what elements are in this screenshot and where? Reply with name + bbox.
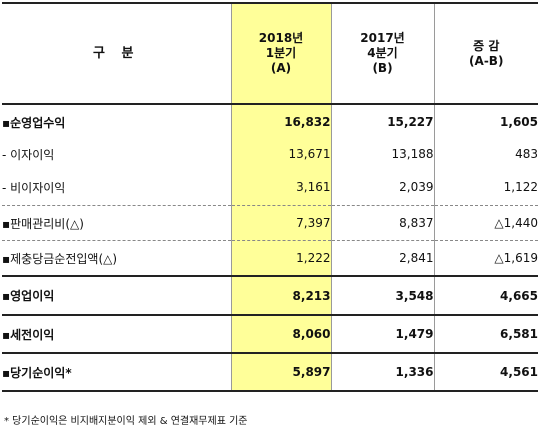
- table-row: ▪판매관리비(△) 7,397 8,837 △1,440: [2, 205, 538, 241]
- cell-2017q4: 8,837: [330, 205, 434, 241]
- cell-2018q1: 5,897: [230, 352, 331, 392]
- cell-2017q4: 3,548: [330, 275, 434, 315]
- table-row: ▪세전이익 8,060 1,479 6,581: [2, 314, 538, 353]
- table-row: ▪당기순이익* 5,897 1,336 4,561: [2, 352, 538, 392]
- row-label: ▪판매관리비(△): [2, 205, 231, 241]
- header-change-title: 증 감: [473, 38, 500, 53]
- cell-change: 4,561: [433, 352, 538, 392]
- cell-2018q1: 1,222: [230, 240, 331, 276]
- cell-2018q1: 7,397: [230, 205, 331, 241]
- header-category-label: 구 분: [93, 46, 140, 61]
- cell-2018q1: 3,161: [230, 169, 331, 206]
- table-row: ▪영업이익 8,213 3,548 4,665: [2, 275, 538, 315]
- row-label: ▪제충당금순전입액(△): [2, 240, 231, 276]
- cell-2018q1: 8,060: [230, 314, 331, 353]
- footnote: * 당기순이익은 비지배지분이익 제외 & 연결재무제표 기준: [4, 416, 248, 427]
- financial-table: 구 분 2018년 1분기 (A) 2017년 4분기 (B) 증 감 (A-B…: [2, 2, 538, 392]
- cell-2017q4: 13,188: [330, 139, 434, 169]
- cell-change: 6,581: [433, 314, 538, 353]
- header-2017q4-quarter: 4분기: [367, 46, 398, 60]
- header-change: 증 감 (A-B): [433, 2, 538, 105]
- cell-2017q4: 15,227: [330, 104, 434, 139]
- cell-change: △1,619: [433, 240, 538, 276]
- cell-change: 4,665: [433, 275, 538, 315]
- header-2017q4: 2017년 4분기 (B): [330, 2, 434, 105]
- row-label: ▪영업이익: [2, 275, 231, 315]
- cell-change: 483: [433, 139, 538, 169]
- cell-2018q1: 13,671: [230, 139, 331, 169]
- header-2017q4-code: (B): [372, 61, 393, 75]
- cell-2017q4: 2,841: [330, 240, 434, 276]
- row-label: ▪순영업수익: [2, 115, 66, 130]
- row-label: ▪당기순이익*: [2, 352, 231, 392]
- header-2017q4-year: 2017년: [360, 31, 405, 45]
- cell-2018q1: 8,213: [230, 275, 331, 315]
- header-2018q1-quarter: 1분기: [265, 46, 297, 60]
- table-row: ▪순영업수익 16,832 15,227 1,605: [2, 104, 538, 139]
- cell-2018q1: 16,832: [230, 104, 331, 139]
- table-row: - 이자이익 13,671 13,188 483: [2, 139, 538, 169]
- header-2018q1-code: (A): [270, 61, 292, 75]
- cell-change: 1,122: [433, 169, 538, 206]
- header-category: 구 분: [2, 2, 231, 105]
- cell-change: △1,440: [433, 205, 538, 241]
- row-label: ▪세전이익: [2, 314, 231, 353]
- cell-change: 1,605: [433, 104, 538, 139]
- table-row: ▪제충당금순전입액(△) 1,222 2,841 △1,619: [2, 240, 538, 276]
- row-label: - 비이자이익: [2, 180, 66, 195]
- header-2018q1-year: 2018년: [258, 31, 304, 45]
- header-2018q1: 2018년 1분기 (A): [230, 2, 331, 105]
- cell-2017q4: 2,039: [330, 169, 434, 206]
- cell-2017q4: 1,479: [330, 314, 434, 353]
- table-header-row: 구 분 2018년 1분기 (A) 2017년 4분기 (B) 증 감 (A-B…: [2, 2, 538, 105]
- header-change-code: (A-B): [469, 53, 504, 68]
- row-label: - 이자이익: [2, 147, 55, 162]
- cell-2017q4: 1,336: [330, 352, 434, 392]
- table-row: - 비이자이익 3,161 2,039 1,122: [2, 169, 538, 206]
